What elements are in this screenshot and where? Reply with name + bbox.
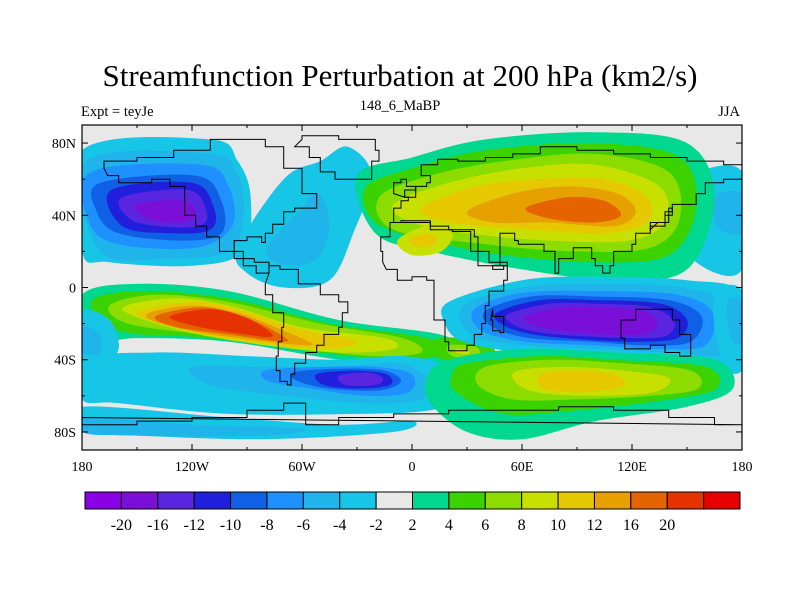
west-edge-low-level	[82, 326, 103, 356]
colorbar-swatch	[448, 491, 486, 510]
continent-outline	[264, 265, 349, 386]
colorbar-swatch	[193, 491, 232, 510]
colorbar-label: -8	[260, 517, 273, 534]
continent-outline	[82, 402, 742, 426]
colorbar-swatch	[593, 491, 632, 510]
continent-outline	[490, 309, 505, 334]
continent-outline	[103, 138, 318, 274]
south-atlantic-low-contours	[82, 352, 468, 415]
x-tick-label: 60W	[288, 460, 316, 475]
far-east-pacific-level	[711, 190, 742, 236]
colorbar-swatch	[120, 491, 159, 510]
north-atlantic-tongue-level	[265, 193, 330, 266]
continent-outline	[393, 146, 742, 274]
season-label: JJA	[718, 104, 740, 120]
south-pacific-high-contours	[82, 283, 468, 368]
colorbar-label: 8	[518, 517, 526, 534]
y-tick-label: 80N	[52, 137, 76, 152]
continent-outline	[293, 135, 380, 180]
north-pacific-low-contours	[82, 137, 252, 267]
colorbar-swatch	[666, 491, 705, 510]
colorbar-swatch	[157, 491, 195, 510]
colorbar-label: 20	[659, 517, 675, 534]
colorbar-swatch	[302, 491, 341, 510]
colorbar-label: 2	[409, 517, 417, 534]
y-tick-label: 40N	[52, 209, 76, 224]
colorbar-label: -4	[333, 517, 346, 534]
colorbar-label: 16	[623, 517, 639, 534]
west-europe-high-level	[408, 233, 438, 248]
chart-title: Streamfunction Perturbation at 200 hPa (…	[102, 58, 698, 93]
colorbar-label: -2	[369, 517, 382, 534]
experiment-label: Expt = teyJe	[81, 104, 154, 120]
colorbar-swatch	[339, 491, 377, 510]
east-edge-low-contours	[713, 284, 742, 365]
x-tick-label: 120W	[175, 460, 210, 475]
south-polar-low-contours	[82, 406, 417, 440]
north-pacific-low-level	[135, 200, 196, 223]
south-polar-low-level	[82, 417, 306, 437]
colorbar-swatch	[557, 491, 595, 510]
colorbar-swatch	[266, 491, 304, 510]
southern-indian-high-level	[536, 370, 626, 393]
continent-outline	[620, 308, 692, 357]
indian-ocean-low-level	[523, 306, 658, 336]
colorbar: -20 -16 -12 -10 -8 -6 -4 -2 2 4 6 8 10 12 16 20	[84, 491, 741, 534]
colorbar-label: 12	[586, 517, 602, 534]
colorbar-label: -20	[111, 517, 132, 534]
y-axis: 80N 40N 0 40S 80S	[52, 137, 742, 441]
colorbar-label: -12	[184, 517, 205, 534]
colorbar-label: -10	[220, 517, 241, 534]
x-tick-label: 180	[72, 460, 93, 475]
north-atlantic-tongue-contours	[235, 146, 372, 289]
contour-fields	[82, 132, 742, 440]
x-tick-label: 0	[409, 460, 416, 475]
colorbar-swatch	[703, 491, 741, 510]
continent-outline	[649, 207, 673, 231]
x-tick-label: 60E	[511, 460, 534, 475]
colorbar-swatch	[484, 491, 523, 510]
south-atlantic-low-level	[337, 372, 384, 387]
colorbar-label: 10	[550, 517, 566, 534]
west-europe-high-contours	[396, 225, 453, 256]
colorbar-swatch	[630, 491, 668, 510]
colorbar-swatch	[230, 491, 268, 510]
colorbar-label: 6	[481, 517, 489, 534]
continent-outline	[393, 178, 417, 198]
continent-outlines	[82, 135, 742, 426]
colorbar-swatch	[84, 491, 122, 510]
eurasian-high-level	[525, 196, 622, 223]
x-axis: 180 120W 60W 0 60E 120E 180	[72, 125, 753, 475]
colorbar-swatch	[521, 491, 559, 510]
colorbar-swatch	[412, 491, 450, 510]
colorbar-label: -16	[147, 517, 168, 534]
east-edge-low-level	[726, 297, 742, 345]
colorbar-label: 4	[445, 517, 453, 534]
case-label: 148_6_MaBP	[359, 98, 441, 114]
y-tick-label: 80S	[54, 426, 76, 441]
x-tick-label: 180	[732, 460, 753, 475]
colorbar-swatch	[375, 491, 414, 510]
colorbar-label: -6	[297, 517, 310, 534]
eurasian-high-contours	[355, 132, 715, 281]
y-tick-label: 40S	[54, 354, 76, 369]
southern-indian-high-contours	[424, 348, 735, 440]
south-pacific-high-level	[169, 309, 273, 338]
x-tick-label: 120E	[617, 460, 647, 475]
continent-outline	[380, 220, 508, 352]
y-tick-label: 0	[69, 282, 76, 297]
